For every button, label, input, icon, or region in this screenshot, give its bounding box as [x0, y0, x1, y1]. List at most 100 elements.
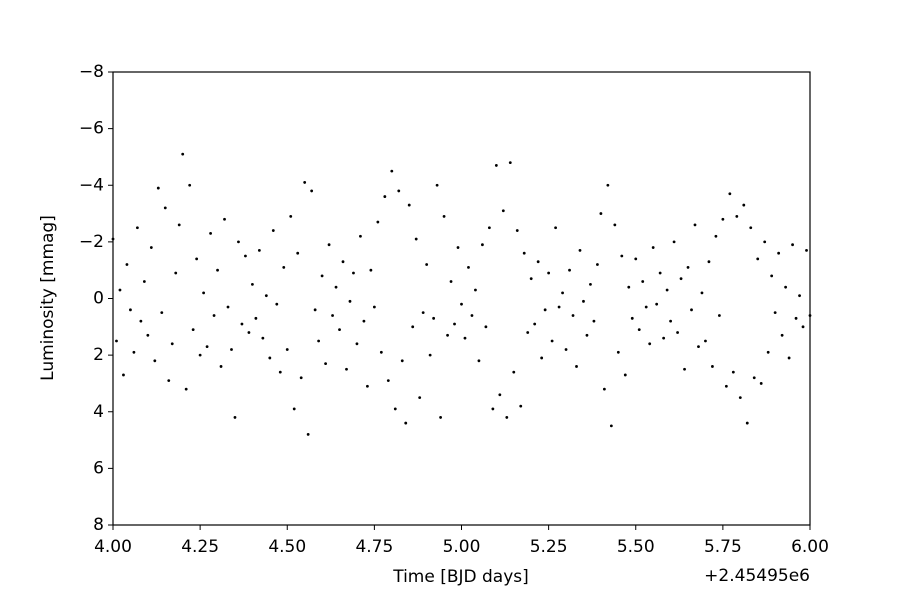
y-tick-label: 0 — [93, 289, 104, 309]
point — [313, 308, 317, 312]
point — [536, 260, 540, 264]
point — [526, 331, 530, 334]
point — [575, 365, 578, 368]
point — [393, 407, 397, 411]
point — [352, 271, 355, 275]
point — [306, 433, 310, 436]
point — [299, 376, 303, 380]
x-tick-label: 4.50 — [268, 537, 306, 557]
point — [219, 365, 223, 368]
point — [278, 370, 282, 374]
point — [498, 393, 502, 397]
point — [216, 268, 219, 272]
point — [773, 311, 777, 315]
point — [606, 183, 610, 187]
point — [787, 356, 791, 360]
point — [341, 260, 345, 264]
point — [481, 243, 484, 247]
point — [372, 305, 376, 309]
point — [749, 226, 753, 230]
point — [345, 367, 348, 371]
point — [442, 214, 446, 218]
point — [122, 373, 125, 377]
point — [404, 421, 408, 425]
point — [491, 407, 495, 411]
point — [348, 299, 352, 303]
point — [310, 189, 314, 193]
point — [582, 299, 585, 303]
point — [672, 240, 676, 244]
point — [111, 237, 115, 241]
point — [418, 396, 422, 399]
x-tick-label: 5.50 — [617, 537, 655, 557]
point — [487, 226, 491, 230]
point — [515, 229, 519, 232]
point — [191, 328, 195, 332]
point — [540, 356, 544, 360]
point — [547, 271, 551, 275]
point — [163, 206, 167, 210]
y-tick-label: −8 — [79, 62, 104, 82]
point — [679, 277, 683, 281]
point — [135, 226, 139, 230]
point — [662, 336, 666, 340]
point — [463, 336, 467, 340]
point — [414, 237, 418, 241]
point — [784, 285, 788, 289]
point — [327, 243, 331, 247]
point — [724, 384, 728, 388]
point — [257, 248, 261, 252]
point — [129, 308, 132, 312]
x-tick-label: 5.00 — [443, 537, 481, 557]
x-tick-label: 4.00 — [94, 537, 132, 557]
point — [251, 282, 254, 286]
point — [634, 257, 638, 261]
point — [397, 189, 401, 193]
point — [467, 265, 470, 269]
point — [697, 345, 700, 349]
point — [285, 348, 289, 351]
point — [522, 251, 526, 255]
point — [334, 285, 338, 289]
point — [550, 339, 554, 343]
y-tick-label: −2 — [79, 232, 104, 252]
point — [428, 353, 432, 357]
point — [738, 396, 742, 399]
point — [376, 220, 380, 224]
point — [655, 302, 659, 306]
point — [763, 240, 767, 244]
x-tick-label: 5.75 — [704, 537, 742, 557]
point — [609, 424, 613, 428]
point — [247, 331, 251, 334]
point — [421, 311, 425, 315]
point — [808, 314, 812, 317]
point — [714, 234, 718, 238]
point — [181, 152, 185, 156]
point — [331, 314, 334, 317]
point — [759, 382, 763, 385]
point — [474, 288, 477, 292]
point — [160, 311, 164, 315]
point — [453, 322, 456, 326]
point — [432, 316, 436, 320]
point — [780, 333, 784, 337]
point — [244, 254, 247, 258]
point — [585, 333, 589, 337]
point — [766, 350, 770, 354]
point — [390, 169, 394, 173]
y-tick-label: −6 — [79, 119, 104, 139]
point — [386, 379, 390, 383]
x-tick-label: 4.25 — [181, 537, 219, 557]
point — [630, 316, 634, 320]
point — [195, 257, 199, 261]
point — [139, 319, 143, 323]
point — [407, 203, 411, 207]
point — [484, 325, 488, 329]
point — [561, 291, 564, 295]
point — [770, 274, 774, 278]
point — [439, 416, 442, 419]
point — [683, 367, 686, 371]
point — [794, 316, 798, 320]
point — [212, 314, 216, 317]
point — [519, 404, 523, 408]
